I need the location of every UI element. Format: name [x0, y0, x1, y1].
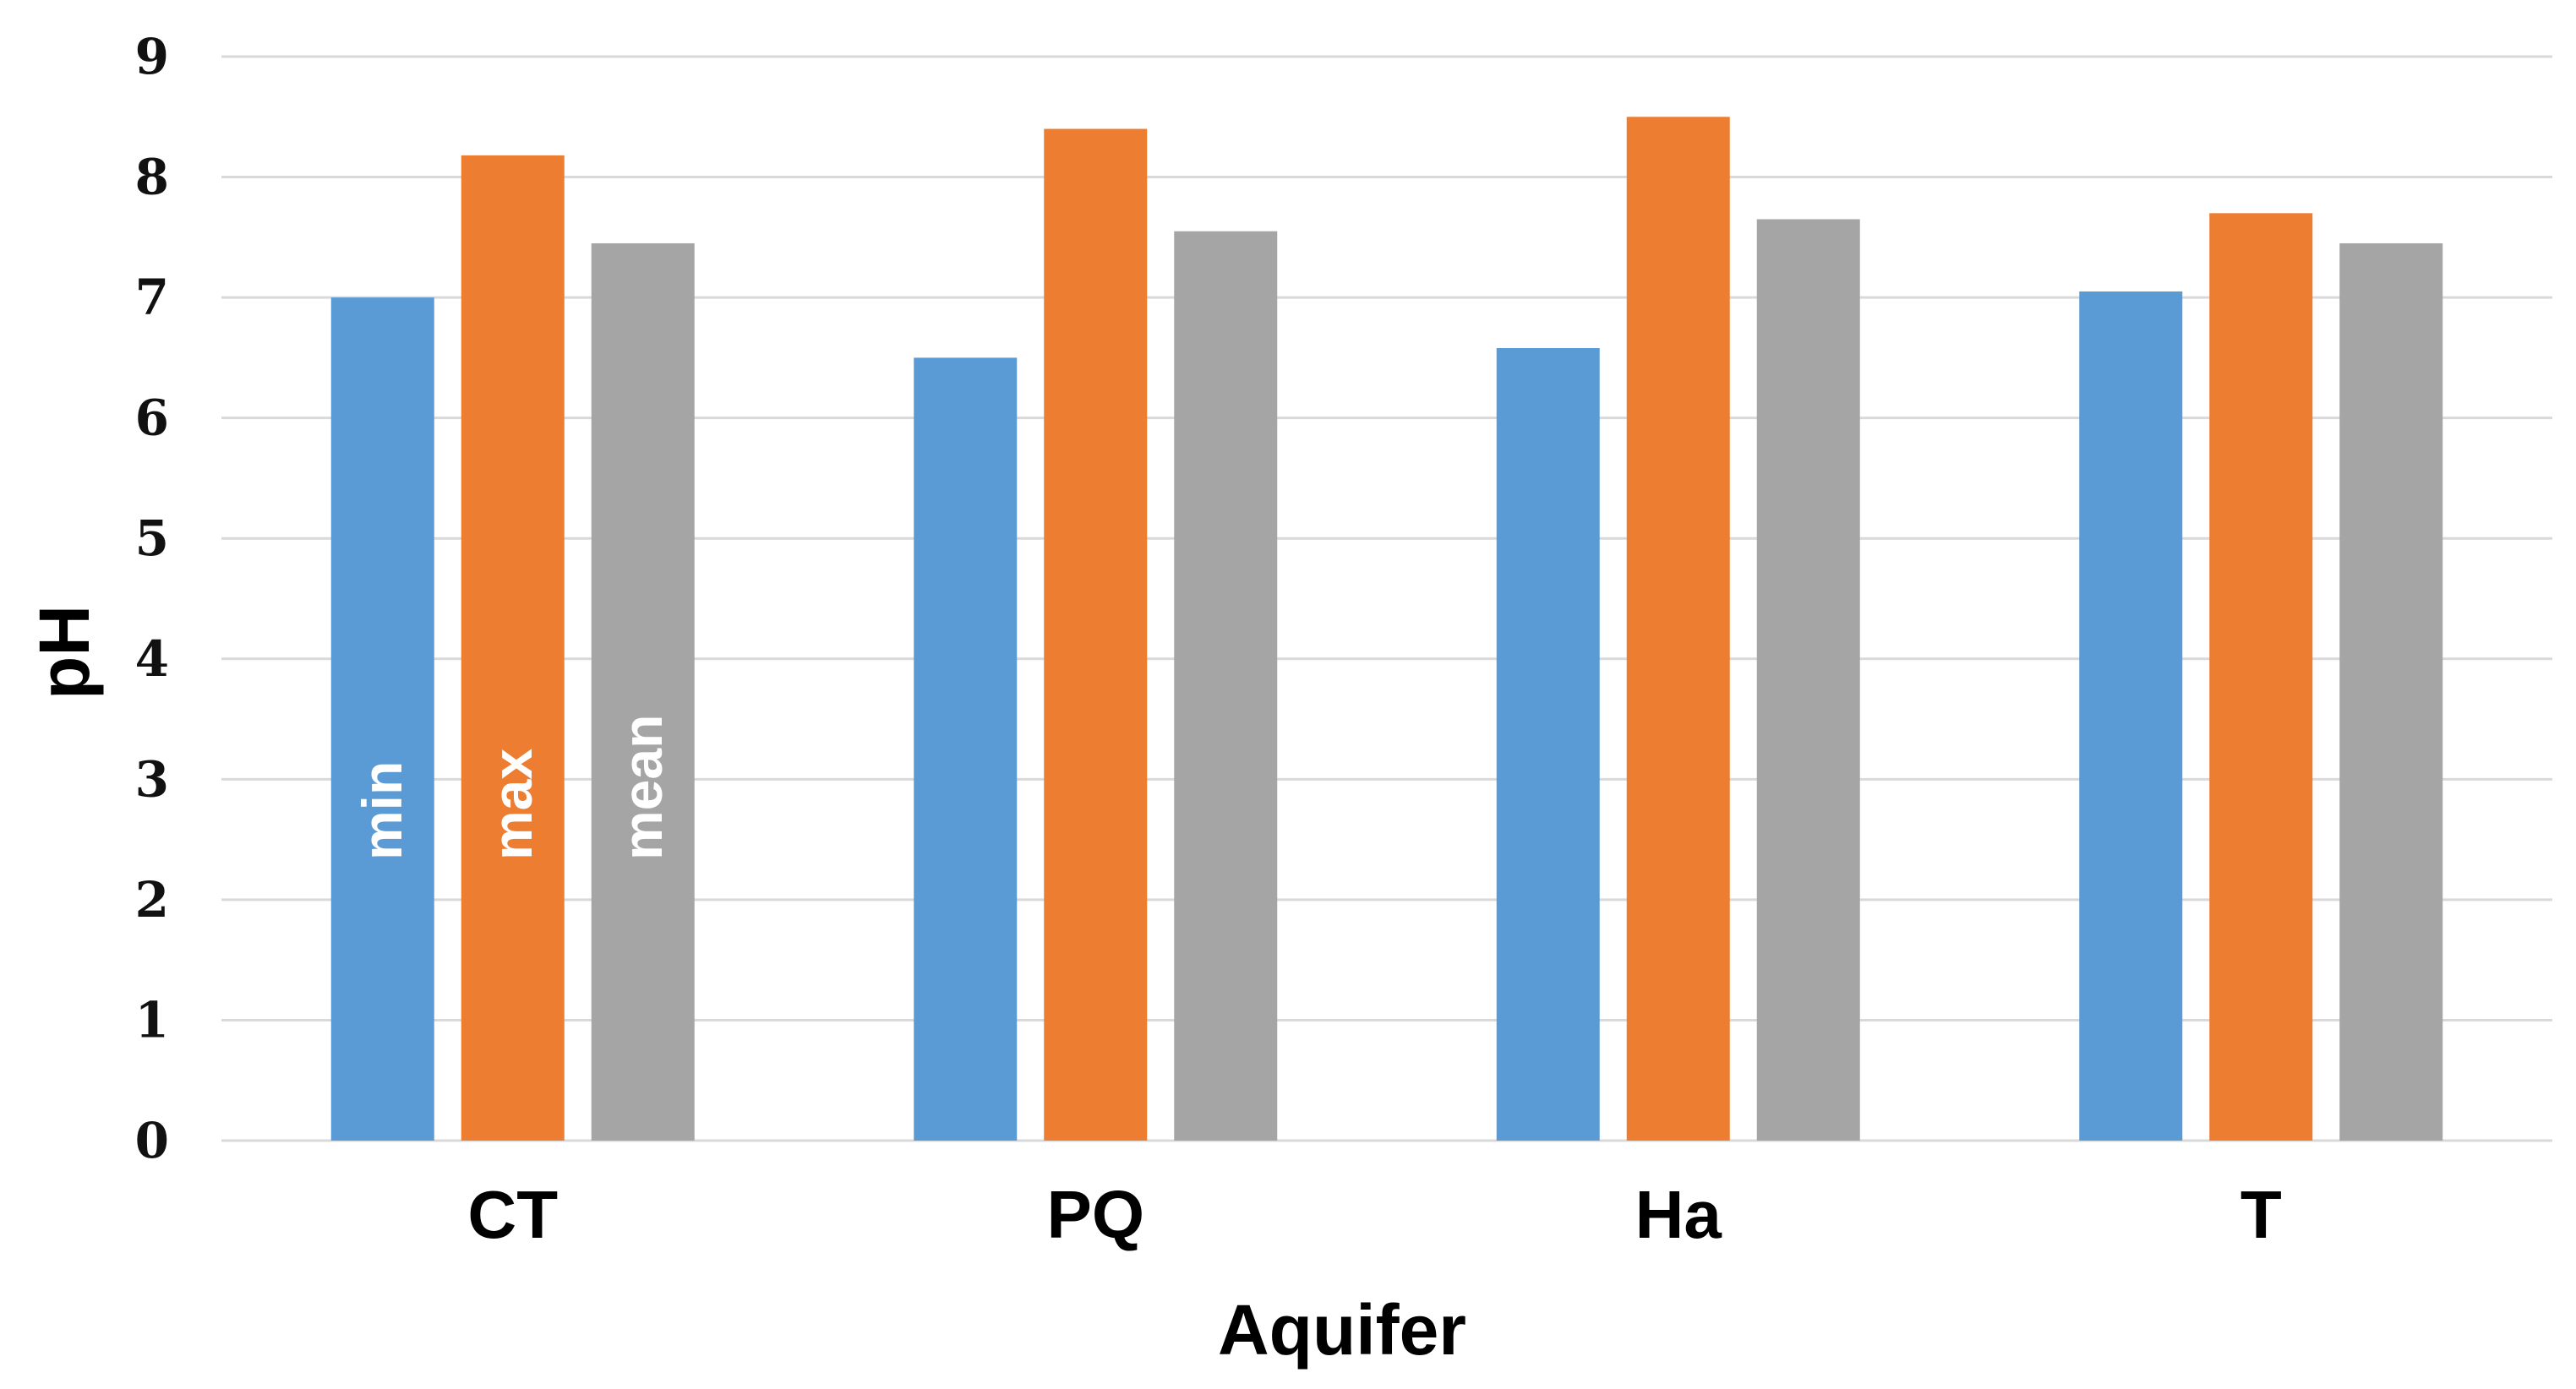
bar-mean-PQ — [1174, 231, 1278, 1141]
y-tick-label: 9 — [135, 28, 169, 85]
y-tick-label: 2 — [135, 871, 169, 929]
y-tick-label: 8 — [135, 149, 169, 206]
y-tick-label: 5 — [135, 509, 169, 567]
y-tick-label: 7 — [135, 269, 169, 326]
y-tick-label: 3 — [135, 750, 169, 808]
bar-max-PQ — [1044, 128, 1148, 1141]
bars — [330, 117, 2443, 1141]
x-axis-ticks: CT PQ Ha T — [467, 1177, 2281, 1252]
bar-mean-T — [2339, 242, 2443, 1141]
x-axis-title: Aquifer — [1218, 1290, 1466, 1370]
x-tick-label: PQ — [1046, 1177, 1144, 1252]
y-tick-label: 6 — [135, 389, 169, 447]
bar-max-Ha — [1626, 117, 1730, 1141]
x-tick-label: T — [2240, 1177, 2282, 1252]
bar-min-CT — [330, 297, 434, 1141]
series-labels: min max mean — [351, 715, 674, 860]
y-tick-label: 1 — [135, 991, 169, 1049]
bar-max-CT — [461, 155, 565, 1141]
series-label-max: max — [481, 749, 543, 860]
bar-min-Ha — [1496, 347, 1600, 1141]
y-tick-label: 0 — [135, 1112, 169, 1169]
bar-min-T — [2079, 291, 2183, 1141]
y-axis-ticks: 0 1 2 3 4 5 6 7 8 9 — [135, 28, 169, 1169]
bar-mean-CT — [591, 242, 695, 1141]
x-tick-label: CT — [467, 1177, 558, 1252]
series-label-min: min — [351, 761, 413, 860]
y-tick-label: 4 — [135, 630, 169, 688]
bar-max-T — [2209, 213, 2313, 1141]
y-axis-title: pH — [25, 605, 104, 700]
x-tick-label: Ha — [1635, 1177, 1722, 1252]
series-label-mean: mean — [611, 715, 674, 860]
bar-mean-Ha — [1756, 219, 1860, 1141]
bar-min-PQ — [914, 357, 1018, 1141]
gridlines — [221, 55, 2552, 1142]
